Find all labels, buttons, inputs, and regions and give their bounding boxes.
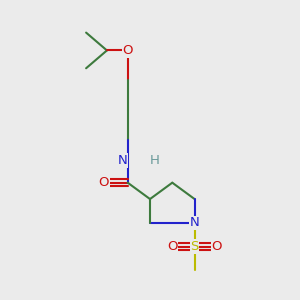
Text: O: O (167, 240, 178, 253)
Text: N: N (118, 154, 128, 167)
Text: O: O (99, 176, 109, 189)
Text: S: S (190, 240, 199, 253)
Text: O: O (122, 44, 133, 57)
Text: O: O (212, 240, 222, 253)
Text: H: H (150, 154, 160, 167)
Text: N: N (190, 216, 200, 229)
